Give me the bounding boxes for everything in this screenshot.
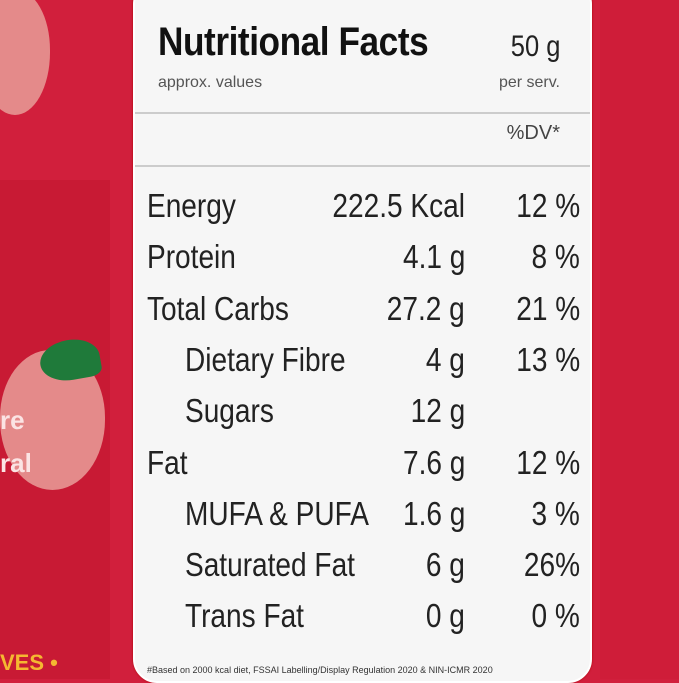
- nutrient-dv: 13 %: [516, 340, 580, 378]
- side-bottom-text: VES •: [0, 650, 58, 675]
- nutrient-amount: 7.6 g: [402, 443, 465, 481]
- divider: [135, 165, 590, 167]
- strawberry-illustration: [0, 0, 50, 115]
- approx-values: approx. values: [158, 74, 263, 91]
- nutrient-amount: 27.2 g: [387, 289, 465, 327]
- footnote: #Based on 2000 kcal diet, FSSAI Labellin…: [147, 665, 493, 675]
- nutrient-dv: 26%: [523, 546, 580, 584]
- nutrient-name: Saturated Fat: [185, 546, 355, 584]
- nutrient-name: Sugars: [185, 392, 274, 430]
- nutrient-name: Total Carbs: [147, 289, 289, 327]
- nutrient-amount: 6 g: [426, 546, 465, 584]
- nutrient-row: Trans Fat 0 g 0 %: [135, 597, 590, 647]
- divider: [135, 112, 590, 114]
- nutrient-row: Protein 4.1 g 8 %: [135, 238, 590, 288]
- nutrient-amount: 1.6 g: [402, 494, 465, 532]
- serving-size: 50 g: [510, 30, 560, 63]
- label-title: Nutritional Facts: [158, 20, 429, 64]
- nutrient-amount: 0 g: [426, 597, 465, 635]
- nutrient-name: MUFA & PUFA: [185, 494, 369, 532]
- nutrient-row: Total Carbs 27.2 g 21 %: [135, 290, 590, 340]
- nutrient-amount: 4 g: [426, 340, 465, 378]
- per-serving: per serv.: [498, 74, 560, 91]
- nutrient-row: Energy 222.5 Kcal 12 %: [135, 187, 590, 237]
- nutrient-name: Protein: [147, 238, 236, 276]
- nutrition-label: Nutritional Facts 50 g approx. values pe…: [133, 0, 592, 683]
- dv-header: %DV*: [506, 122, 560, 144]
- side-text: ral: [0, 448, 32, 478]
- nutrient-amount: 222.5 Kcal: [332, 187, 465, 224]
- nutrient-dv: 12 %: [516, 443, 580, 481]
- nutrient-name: Energy: [147, 187, 236, 224]
- nutrient-amount: 4.1 g: [402, 238, 465, 276]
- nutrient-dv: 3 %: [531, 494, 580, 532]
- side-text: re: [0, 405, 25, 435]
- nutrient-dv: 8 %: [531, 238, 580, 276]
- package-background-right: [600, 0, 679, 679]
- nutrient-row: MUFA & PUFA 1.6 g 3 %: [135, 495, 590, 545]
- nutrient-row: Dietary Fibre 4 g 13 %: [135, 341, 590, 391]
- nutrient-row: Saturated Fat 6 g 26%: [135, 546, 590, 596]
- nutrient-dv: 21 %: [516, 289, 580, 327]
- nutrient-dv: 0 %: [531, 597, 580, 635]
- nutrient-name: Trans Fat: [185, 597, 304, 635]
- nutrient-row: Fat 7.6 g 12 %: [135, 444, 590, 494]
- nutrient-row: Sugars 12 g: [135, 392, 590, 442]
- nutrient-dv: 12 %: [516, 187, 580, 224]
- nutrient-name: Dietary Fibre: [185, 340, 346, 378]
- nutrient-amount: 12 g: [410, 392, 465, 430]
- nutrient-name: Fat: [147, 443, 188, 481]
